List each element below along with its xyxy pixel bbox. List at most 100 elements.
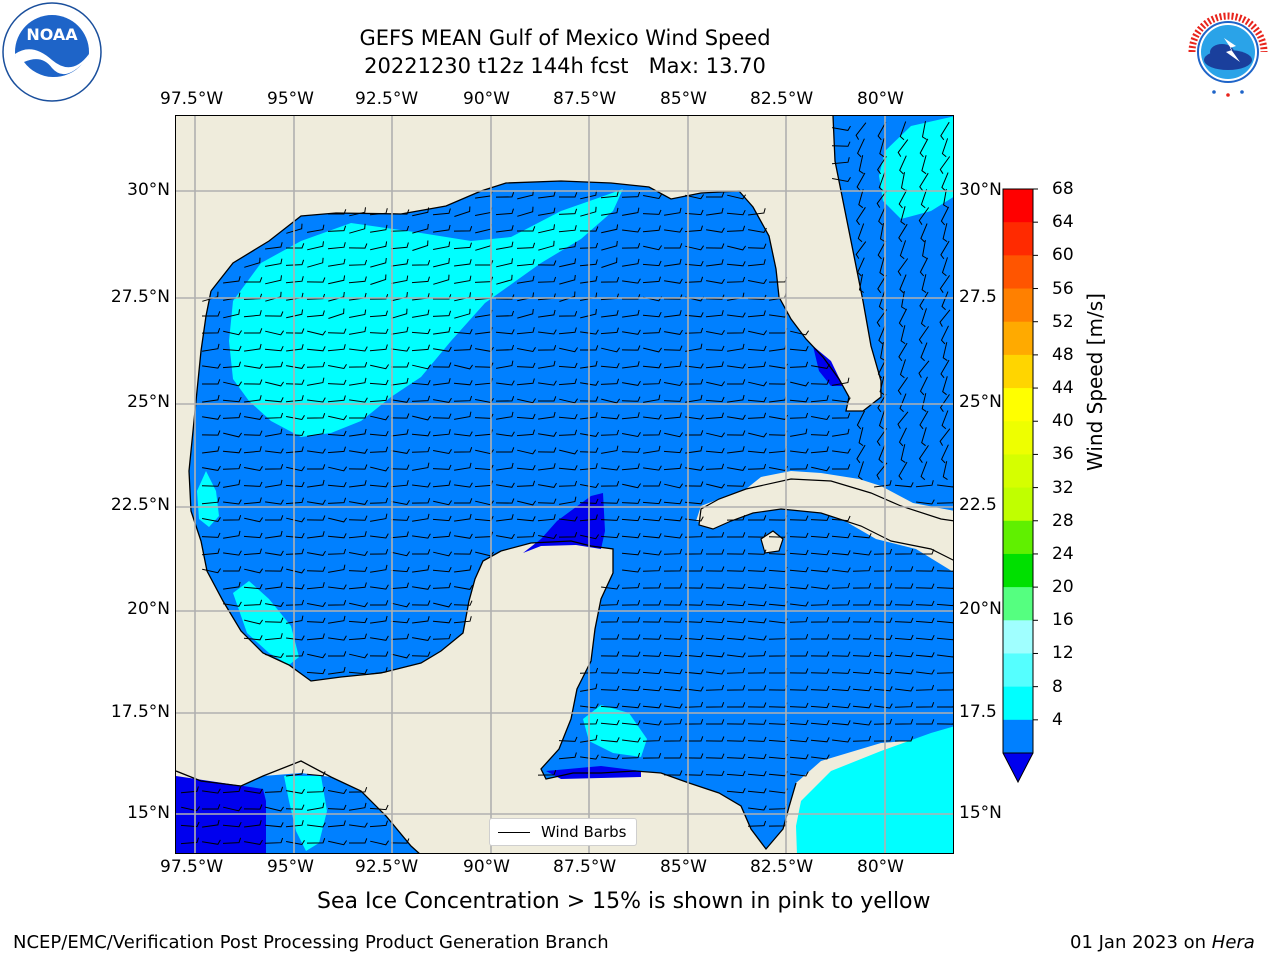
wind-barb <box>747 448 767 454</box>
wind-barb <box>684 260 704 267</box>
wind-barb <box>223 530 241 539</box>
wind-barb <box>180 821 200 828</box>
wind-barb <box>685 445 703 454</box>
wind-barb <box>601 257 618 268</box>
wind-barb <box>600 362 620 369</box>
wind-barb <box>831 651 851 657</box>
wind-barb <box>876 428 888 446</box>
wind-barb <box>705 310 724 318</box>
calm-zone-pacific <box>176 776 266 853</box>
wind-barb <box>831 668 851 674</box>
wind-barb <box>580 329 599 335</box>
wind-barb <box>621 702 641 709</box>
wind-barb <box>858 427 864 447</box>
wind-barb <box>642 378 662 385</box>
wind-barb <box>454 533 473 539</box>
wind-barb <box>390 464 410 470</box>
wind-barb <box>244 619 264 625</box>
wind-barb <box>922 240 928 259</box>
wind-barb <box>601 240 618 251</box>
wind-barb <box>516 242 536 249</box>
wind-barb <box>810 567 830 573</box>
wind-barb <box>664 381 683 387</box>
wind-barb <box>558 429 578 436</box>
wind-barb <box>831 550 851 556</box>
wind-barb <box>454 431 473 437</box>
wind-barb <box>915 652 935 658</box>
wind-barb <box>370 564 388 573</box>
wind-barb <box>202 568 222 574</box>
wind-barb <box>390 242 409 250</box>
wind-barb <box>664 278 683 284</box>
noaa-logo-text: NOAA <box>26 25 78 44</box>
wind-barb <box>920 461 928 481</box>
wind-barb <box>349 309 367 318</box>
wind-barb <box>942 223 948 243</box>
wind-barb <box>348 633 367 641</box>
wind-barb <box>810 446 829 454</box>
wind-barb <box>558 225 577 233</box>
lat-tick-label: 17.5 <box>959 702 997 722</box>
colorbar-segment <box>1003 421 1033 455</box>
wind-barb <box>685 363 704 369</box>
colorbar-segment <box>1003 354 1033 389</box>
wind-barb <box>244 568 264 574</box>
wind-barb <box>941 291 949 311</box>
wind-barb <box>307 448 326 454</box>
wind-barb <box>327 225 347 232</box>
wind-barb <box>516 516 536 522</box>
wind-barb <box>831 600 851 606</box>
wind-barb <box>433 224 451 233</box>
wind-barb <box>517 206 534 217</box>
wind-barb <box>453 395 473 402</box>
map-title: GEFS MEAN Gulf of Mexico Wind Speed <box>359 26 771 50</box>
wind-barb <box>622 329 641 335</box>
wind-barb <box>349 428 367 437</box>
wind-barb <box>856 172 866 192</box>
wind-barb <box>727 532 746 538</box>
wind-barb <box>243 532 263 539</box>
wind-barb <box>747 566 767 572</box>
wind-barb <box>939 428 951 446</box>
wind-barb <box>369 497 389 504</box>
cyan-zone-mexico-coast-small <box>197 471 219 527</box>
lon-tick-label: 80°W <box>857 89 904 109</box>
wind-barb <box>580 275 598 284</box>
wind-barb <box>601 310 619 318</box>
wind-barb <box>789 754 809 760</box>
wind-barb <box>705 294 725 300</box>
wind-barb <box>643 550 662 556</box>
wind-barb <box>222 463 242 470</box>
wind-barb <box>747 753 767 760</box>
wind-barb <box>411 498 431 504</box>
wind-barb <box>559 449 579 455</box>
wind-barb <box>265 499 284 505</box>
wind-barb <box>852 685 872 692</box>
colorbar-tick-label: 68 <box>1052 179 1074 199</box>
wind-barb <box>622 483 642 489</box>
wind-barb <box>858 155 864 175</box>
wind-barb <box>936 671 953 674</box>
colorbar <box>1002 188 1038 784</box>
wind-barb <box>286 517 306 523</box>
wind-barb <box>369 549 389 555</box>
wind-barb <box>391 448 410 454</box>
wind-barb <box>558 532 578 538</box>
wind-barb <box>202 819 220 828</box>
wind-barb <box>559 347 579 353</box>
wind-barb <box>600 599 620 606</box>
footer-machine: Hera <box>1211 932 1255 953</box>
wind-barb <box>349 838 368 844</box>
wind-barb <box>265 291 282 302</box>
wind-barb <box>622 361 640 369</box>
wind-barb <box>895 566 914 572</box>
wind-barb <box>810 430 830 436</box>
wind-barb <box>663 617 683 623</box>
wind-barb <box>852 703 872 709</box>
wind-barb <box>223 601 242 607</box>
wind-barb <box>328 291 345 302</box>
wind-barb <box>412 207 430 217</box>
wind-barb <box>433 551 453 557</box>
wind-barb <box>831 720 851 726</box>
wind-barb <box>727 465 746 471</box>
